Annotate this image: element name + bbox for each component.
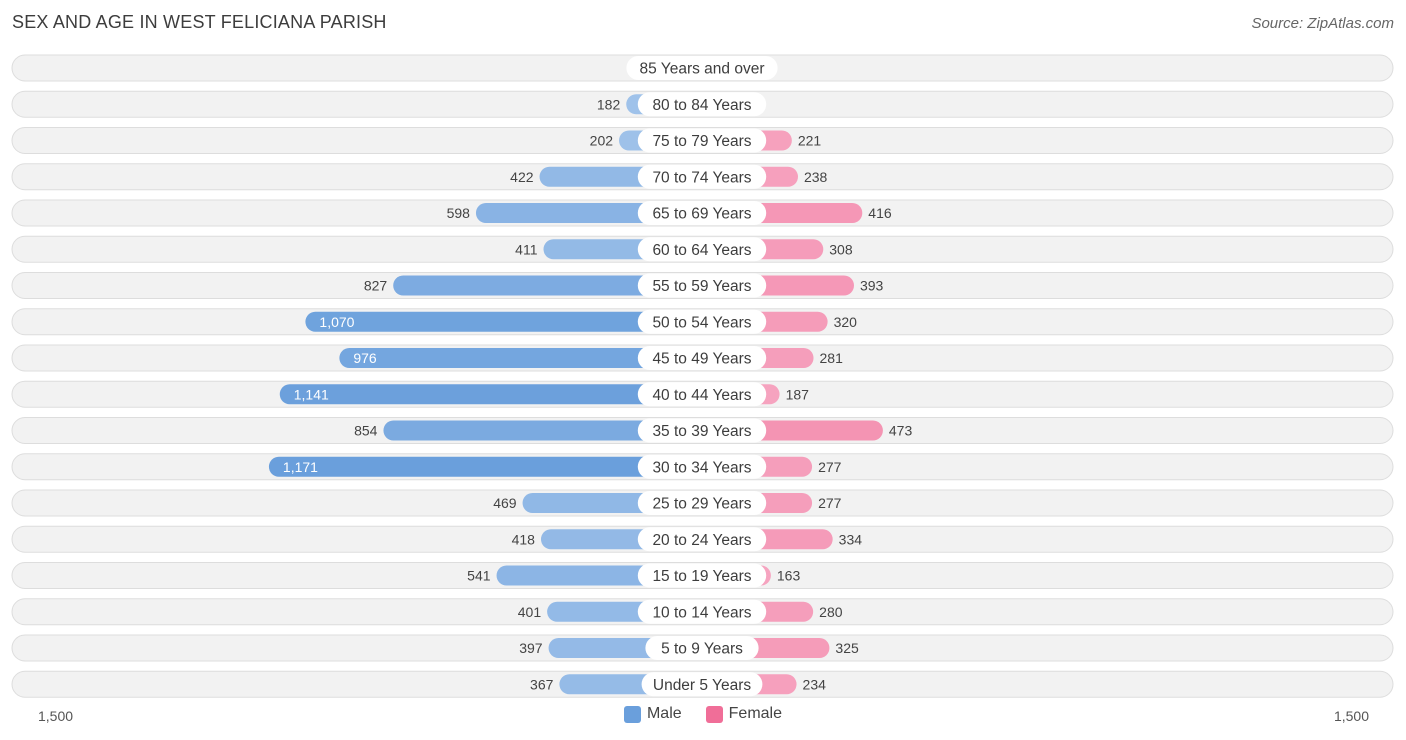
category-pill — [637, 92, 767, 117]
category-pill — [637, 164, 767, 189]
legend-swatch-female — [705, 705, 723, 723]
source-credit: Source: ZipAtlas.com — [1251, 15, 1394, 32]
male-value-label: 397 — [519, 640, 543, 656]
female-value-label: 320 — [834, 314, 858, 330]
male-value-label: 1,141 — [294, 386, 329, 402]
legend-label-male: Male — [646, 705, 682, 722]
category-pill — [637, 128, 767, 153]
category-label: 40 to 44 Years — [652, 387, 751, 404]
male-value-label: 418 — [512, 531, 536, 547]
male-value-label: 541 — [467, 568, 491, 584]
category-pill — [637, 599, 767, 624]
category-label: 55 to 59 Years — [652, 278, 751, 295]
male-value-label: 1,171 — [283, 459, 318, 475]
legend-item-female[interactable]: Female — [705, 705, 783, 723]
category-label: 10 to 14 Years — [652, 604, 751, 621]
category-label: 50 to 54 Years — [652, 314, 751, 331]
category-pill — [637, 527, 767, 552]
category-pill — [637, 382, 767, 407]
female-value-label: 393 — [860, 278, 884, 294]
category-label: 85 Years and over — [640, 61, 765, 78]
category-label: 35 to 39 Years — [652, 423, 751, 440]
category-label: 75 to 79 Years — [652, 133, 751, 150]
female-value-label: 238 — [804, 169, 828, 185]
category-label: Under 5 Years — [653, 677, 751, 694]
male-value-label: 401 — [518, 604, 542, 620]
category-pill — [641, 672, 763, 697]
category-label: 5 to 9 Years — [661, 641, 743, 658]
male-value-label: 469 — [493, 495, 517, 511]
category-pill — [637, 491, 767, 515]
category-label: 45 to 49 Years — [652, 351, 751, 368]
category-pill — [637, 201, 767, 225]
male-value-label: 598 — [447, 205, 471, 221]
male-bar — [339, 348, 702, 368]
category-pill — [637, 346, 767, 370]
female-value-label: 325 — [835, 640, 859, 656]
male-value-label: 976 — [353, 350, 377, 366]
female-value-label: 277 — [818, 459, 842, 475]
category-label: 15 to 19 Years — [652, 568, 751, 585]
female-value-label: 221 — [798, 133, 822, 149]
male-bar — [279, 384, 702, 405]
male-value-label: 367 — [530, 676, 554, 692]
category-pill — [637, 309, 767, 334]
chart-legend: Male Female — [0, 705, 1406, 723]
male-value-label: 854 — [354, 423, 378, 439]
category-label: 20 to 24 Years — [652, 532, 751, 549]
category-pill — [637, 454, 767, 479]
male-bar — [383, 420, 702, 441]
x-axis-label-left: 1,500 — [38, 708, 73, 724]
category-pill — [637, 273, 767, 298]
category-label: 70 to 74 Years — [652, 169, 751, 186]
female-value-label: 280 — [819, 604, 843, 620]
legend-swatch-male — [623, 705, 641, 723]
male-value-label: 182 — [597, 96, 621, 112]
category-label: 25 to 29 Years — [652, 496, 751, 513]
category-label: 80 to 84 Years — [652, 97, 751, 114]
female-value-label: 163 — [777, 568, 801, 584]
male-bar — [305, 311, 702, 332]
female-value-label: 281 — [820, 350, 844, 366]
category-pill — [637, 418, 767, 443]
female-value-label: 308 — [829, 241, 853, 257]
female-value-label: 334 — [839, 531, 863, 547]
male-value-label: 827 — [364, 278, 388, 294]
male-bar — [393, 275, 702, 296]
category-pill — [637, 563, 767, 588]
category-label: 65 to 69 Years — [652, 206, 751, 223]
female-value-label: 234 — [803, 676, 827, 692]
female-value-label: 187 — [786, 386, 810, 402]
x-axis-label-right: 1,500 — [1334, 708, 1369, 724]
category-label: 30 to 34 Years — [652, 459, 751, 476]
category-pill — [637, 237, 767, 262]
female-value-label: 416 — [868, 205, 892, 221]
male-value-label: 1,070 — [319, 314, 354, 330]
male-bar — [268, 456, 702, 477]
category-pill — [645, 636, 759, 660]
male-value-label: 202 — [590, 133, 614, 149]
category-label: 60 to 64 Years — [652, 242, 751, 259]
male-value-label: 422 — [510, 169, 534, 185]
female-value-label: 473 — [889, 423, 913, 439]
legend-label-female: Female — [728, 705, 783, 722]
chart-title: SEX AND AGE IN WEST FELICIANA PARISH — [12, 12, 387, 32]
legend-item-male[interactable]: Male — [623, 705, 682, 723]
category-pill — [626, 56, 778, 80]
male-value-label: 411 — [515, 241, 538, 257]
female-value-label: 277 — [818, 495, 842, 511]
